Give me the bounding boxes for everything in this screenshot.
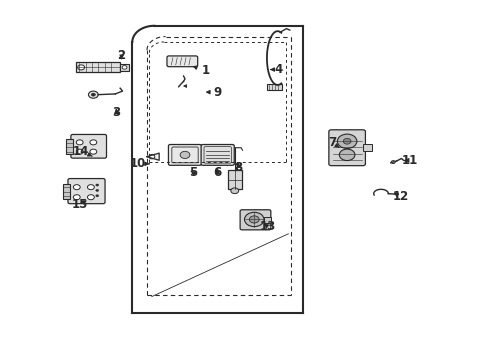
FancyBboxPatch shape [240,210,270,230]
Circle shape [339,149,354,161]
Circle shape [88,91,98,98]
FancyBboxPatch shape [201,144,234,165]
Bar [362,144,371,151]
Text: 1: 1 [193,64,209,77]
Circle shape [122,66,127,69]
Circle shape [78,65,84,70]
Circle shape [87,185,94,190]
Circle shape [337,134,356,148]
Circle shape [76,140,83,145]
Text: 11: 11 [401,154,418,167]
Bar [120,64,129,71]
FancyBboxPatch shape [168,144,201,165]
Text: 7: 7 [327,136,339,149]
Bar [264,217,271,223]
Circle shape [96,184,99,186]
Text: 10: 10 [130,157,149,170]
Circle shape [249,216,259,223]
Circle shape [90,149,97,154]
Circle shape [87,195,94,200]
Circle shape [149,154,155,159]
FancyBboxPatch shape [328,130,365,166]
Text: 5: 5 [189,166,197,179]
Text: 8: 8 [234,161,242,174]
Text: 3: 3 [112,106,120,119]
FancyBboxPatch shape [71,134,106,158]
Circle shape [180,151,189,158]
Bar [227,170,241,189]
Text: 15: 15 [71,198,88,211]
Circle shape [91,93,95,96]
Text: 14: 14 [73,145,92,158]
Circle shape [230,188,238,194]
Circle shape [96,189,99,192]
Bar [62,184,70,199]
Text: 12: 12 [391,190,408,203]
Text: 13: 13 [259,220,275,233]
Circle shape [76,149,83,154]
FancyBboxPatch shape [68,179,105,204]
Circle shape [96,195,99,197]
FancyBboxPatch shape [166,56,197,67]
Circle shape [90,140,97,145]
Circle shape [343,138,350,144]
Text: 2: 2 [117,49,125,62]
Bar [76,62,120,72]
Text: 6: 6 [213,166,222,179]
Polygon shape [147,153,159,160]
Bar [65,139,73,154]
Text: 4: 4 [270,63,282,76]
Circle shape [73,185,80,190]
Circle shape [73,195,80,200]
Text: 9: 9 [206,86,222,99]
Circle shape [244,212,264,226]
Bar [266,84,281,90]
